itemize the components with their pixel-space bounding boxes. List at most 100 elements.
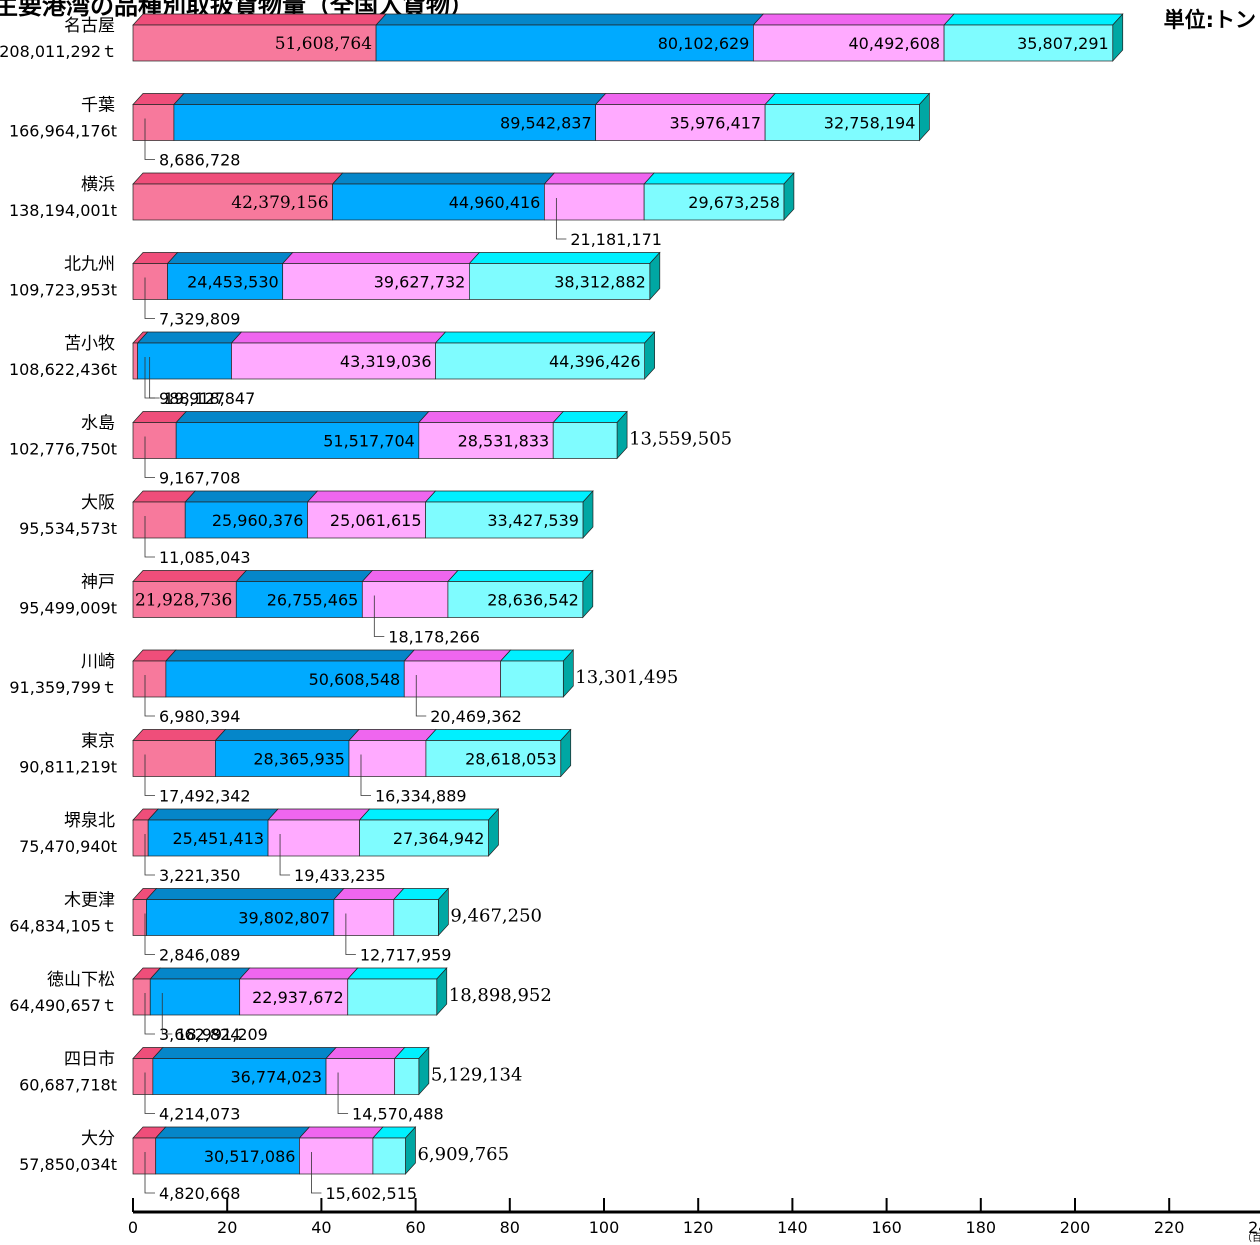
bar-segment-top xyxy=(752,13,955,26)
bar-segment-top xyxy=(499,649,575,662)
callout-line xyxy=(149,357,160,399)
category-label: 大阪 xyxy=(81,493,115,513)
category-label: 木更津 xyxy=(64,891,115,911)
bar-segment-top xyxy=(543,172,655,185)
bar-segment xyxy=(132,342,139,380)
callout-line xyxy=(161,993,173,1035)
bar-segment-top xyxy=(764,93,931,105)
callout-line xyxy=(555,198,567,240)
category-total: 57,850,034t xyxy=(19,1155,117,1174)
bar-segment xyxy=(282,263,470,300)
bar-value-label: 44,960,416 xyxy=(449,193,541,212)
bar-segment-top xyxy=(145,888,345,900)
bar-segment xyxy=(447,581,584,618)
bar-segment-top xyxy=(136,331,243,344)
category-label: 徳山下松 xyxy=(47,970,115,990)
bar-segment xyxy=(147,819,269,857)
bar-segment-top xyxy=(214,729,360,741)
bar-segment xyxy=(943,24,1114,62)
bar-value-label: 25,960,376 xyxy=(212,511,304,530)
bar-value-label: 43,319,036 xyxy=(340,352,432,371)
callout-line xyxy=(144,118,155,160)
bar-segment xyxy=(137,342,232,380)
callout-label: 18,991,209 xyxy=(176,1025,268,1044)
callout-line xyxy=(345,913,356,955)
category-label: 四日市 xyxy=(64,1050,115,1070)
bar-segment xyxy=(375,24,754,62)
category-total: 95,534,573t xyxy=(19,519,117,538)
callout-line xyxy=(144,1152,155,1194)
callout-line xyxy=(144,1072,155,1114)
bar-segment-top xyxy=(943,13,1124,26)
callout-label: 20,469,362 xyxy=(430,707,522,726)
x-tick-label: 200 xyxy=(1060,1218,1091,1237)
bar-segment-top xyxy=(361,570,459,582)
x-axis-unit-label: （百万トン） xyxy=(1242,1232,1260,1244)
bar-segment xyxy=(393,899,439,936)
bar-value-label: 51,608,764 xyxy=(275,34,372,54)
bar-segment xyxy=(403,660,502,698)
bar-value-label: 42,379,156 xyxy=(231,193,328,213)
category-label: 堺泉北 xyxy=(64,811,115,831)
bar-segment xyxy=(418,422,554,459)
bar-value-label: 13,559,505 xyxy=(629,429,732,450)
bar-value-label: 51,517,704 xyxy=(323,432,415,451)
bar-segment-top xyxy=(434,331,656,344)
callout-label: 4,214,073 xyxy=(159,1105,240,1124)
callout-label: 11,085,043 xyxy=(159,548,251,567)
bar-value-label: 39,627,732 xyxy=(374,273,466,292)
bar-value-label: 6,909,765 xyxy=(417,1144,509,1165)
category-total: 208,011,292ｔ xyxy=(0,42,117,61)
callout-line xyxy=(337,1072,349,1114)
bar-segment xyxy=(394,1058,420,1095)
category-total: 138,194,001t xyxy=(9,201,117,220)
bar-segment xyxy=(215,740,350,777)
callout-line xyxy=(144,834,155,876)
bar-segment-top xyxy=(425,729,572,741)
bar-segment xyxy=(372,1137,406,1175)
bar-segment-top xyxy=(424,490,594,503)
category-label: 北九州 xyxy=(64,255,115,275)
callout-label: 988,127 xyxy=(159,389,225,408)
bar-segment xyxy=(165,660,405,698)
bar-segment-top xyxy=(165,649,416,662)
bar-value-label: 28,531,833 xyxy=(458,432,550,451)
category-label: 大分 xyxy=(81,1129,115,1149)
unit-label: 単位:トン xyxy=(1163,8,1256,32)
category-label: 横浜 xyxy=(81,175,115,195)
bar-segment xyxy=(132,263,168,300)
bar-segment xyxy=(425,501,584,539)
bar-segment xyxy=(552,422,618,459)
bar-segment-top xyxy=(132,490,197,503)
bar-value-label: 36,774,023 xyxy=(230,1068,322,1087)
category-total: 91,359,799ｔ xyxy=(9,678,117,697)
bar-value-label: 21,928,736 xyxy=(135,591,232,611)
category-total: 90,811,219t xyxy=(19,758,117,777)
bar-segment-top xyxy=(325,1047,406,1059)
bar-segment xyxy=(155,1137,300,1175)
bar-value-label: 5,129,134 xyxy=(431,1065,523,1086)
x-tick-label: 120 xyxy=(683,1218,714,1237)
bar-value-label: 28,365,935 xyxy=(253,750,345,769)
callout-line xyxy=(360,754,371,796)
bar-segment xyxy=(643,183,785,221)
callout-label: 14,570,488 xyxy=(352,1105,444,1124)
bar-segment-top xyxy=(331,172,556,185)
bar-segment-top xyxy=(152,1047,337,1059)
bar-value-label: 33,427,539 xyxy=(487,511,579,530)
bar-value-label: 25,061,615 xyxy=(330,511,422,530)
category-label: 苫小牧 xyxy=(64,334,115,354)
category-label: 水島 xyxy=(81,414,115,434)
bar-value-label: 18,898,952 xyxy=(449,985,552,1006)
bar-segment-top xyxy=(175,411,430,423)
callout-line xyxy=(144,436,155,478)
callout-line xyxy=(415,675,427,717)
bar-value-label: 40,492,608 xyxy=(848,34,940,53)
callout-line xyxy=(373,595,385,637)
bar-segment-top xyxy=(348,729,437,741)
x-tick-label: 0 xyxy=(128,1218,138,1237)
bar-segment xyxy=(167,263,284,300)
bar-segment xyxy=(332,183,545,221)
bar-segment-top xyxy=(154,1126,311,1139)
